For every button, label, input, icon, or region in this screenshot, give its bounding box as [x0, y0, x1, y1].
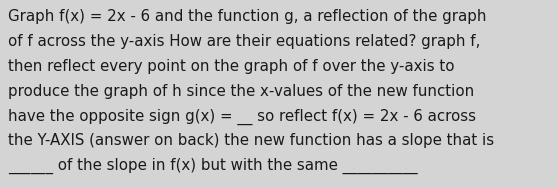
Text: of f across the y-axis How are their equations related? graph f,: of f across the y-axis How are their equ…	[8, 34, 481, 49]
Text: produce the graph of h since the x-values of the new function: produce the graph of h since the x-value…	[8, 84, 475, 99]
Text: Graph f(x) = 2x - 6 and the function g, a reflection of the graph: Graph f(x) = 2x - 6 and the function g, …	[8, 9, 487, 24]
Text: then reflect every point on the graph of f over the y-axis to: then reflect every point on the graph of…	[8, 59, 455, 74]
Text: ______ of the slope in f(x) but with the same __________: ______ of the slope in f(x) but with the…	[8, 158, 418, 174]
Text: have the opposite sign g(x) = __ so reflect f(x) = 2x - 6 across: have the opposite sign g(x) = __ so refl…	[8, 109, 477, 125]
Text: the Y-AXIS (answer on back) the new function has a slope that is: the Y-AXIS (answer on back) the new func…	[8, 133, 494, 149]
